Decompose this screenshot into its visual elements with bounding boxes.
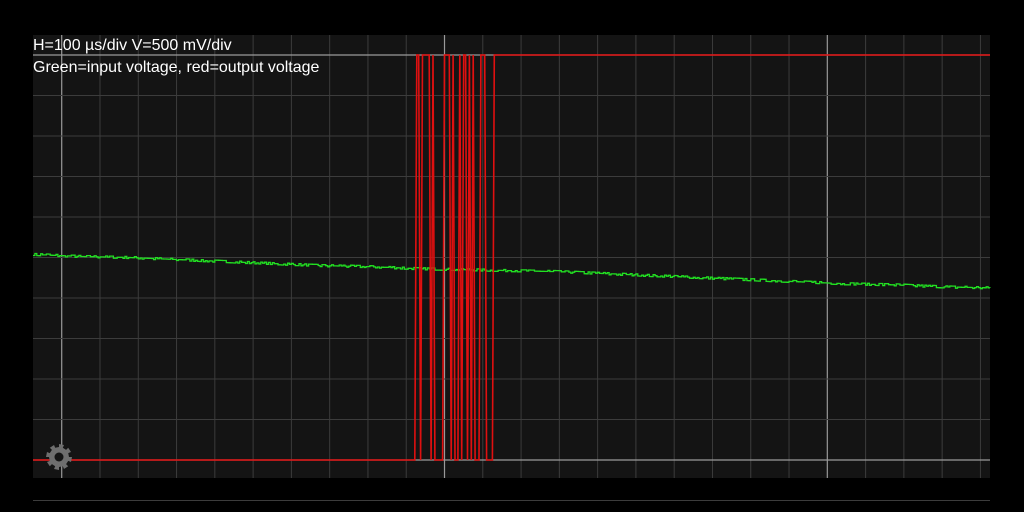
traces: [33, 54, 991, 461]
trace-legend: Green=input voltage, red=output voltage: [33, 59, 320, 76]
input-voltage-trace: [33, 252, 991, 290]
gear-hole: [54, 452, 64, 462]
output-voltage-trace: [33, 54, 990, 461]
scale-readout: H=100 µs/div V=500 mV/div: [33, 37, 232, 54]
plot-area: [33, 35, 990, 478]
settings-button[interactable]: [46, 444, 72, 470]
gear-icon: [46, 444, 72, 470]
